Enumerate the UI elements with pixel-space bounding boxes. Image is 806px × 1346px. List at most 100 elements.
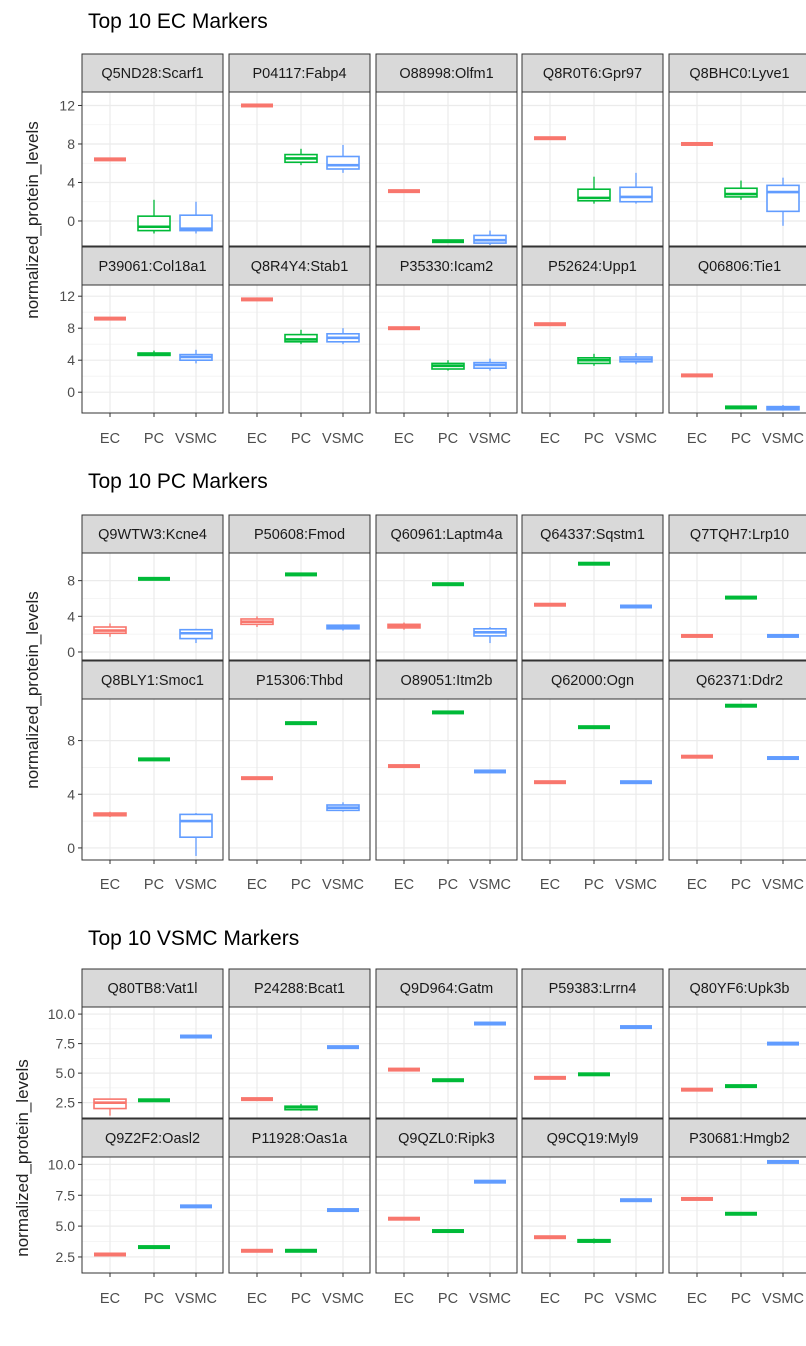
plot-area [669,285,806,413]
y-tick-label: 8 [67,136,75,152]
facet-strip-label: Q60961:Laptm4a [390,527,503,543]
facet-strip-label: Q64337:Sqstm1 [540,527,645,543]
facet-panel: Q9CQ19:Myl9 [521,1118,664,1274]
x-tick-label: VSMC [175,431,217,447]
plot-area [82,553,223,660]
plot-area [669,699,806,860]
box-median [432,239,464,244]
box-iqr [137,215,171,232]
box-ec [241,1248,273,1253]
box-pc [432,710,464,715]
box-ec [681,754,713,759]
box-vsmc [473,358,507,371]
facet-strip-label: Q62000:Ogn [551,673,634,689]
box-ec [681,1087,713,1092]
box-median [138,757,170,762]
section-title: Top 10 EC Markers [88,10,268,33]
box-median [534,1075,566,1080]
panel-border [521,284,664,414]
x-tick-label: VSMC [322,877,364,893]
box-ec [94,1252,126,1257]
facet-panel: Q9QZL0:Ripk3 [375,1118,518,1274]
x-tick-label: EC [687,877,707,893]
facet-strip-label: Q62371:Ddr2 [696,673,783,689]
facet-panel: P50608:Fmod [228,514,371,661]
box-pc [577,1238,611,1244]
box-ec [388,1216,420,1221]
box-vsmc [180,1034,212,1039]
box-median [534,780,566,785]
x-tick-label: PC [438,877,458,893]
box-median [388,1216,420,1221]
box-median [432,710,464,715]
facet-strip [81,1118,224,1158]
plot-area [376,1157,517,1273]
box-iqr [179,214,213,232]
plot-area [669,1007,806,1118]
panel-border [228,552,371,661]
panel-border [228,284,371,414]
panel-border [81,698,224,861]
box-pc [578,1072,610,1077]
facet-strip-label: P15306:Thbd [256,673,343,689]
panel-border [521,698,664,861]
box-median [94,1252,126,1257]
plot-area [82,285,223,413]
panel-border [375,1156,518,1274]
plot-area [522,1007,663,1118]
plot-area [522,285,663,413]
facet-strip-label: Q8R4Y4:Stab1 [251,259,349,275]
box-median [534,322,566,327]
box-median [534,1235,566,1240]
facet-strip-label: Q7TQH7:Lrp10 [690,527,789,543]
facet-strip-label: P35330:Icam2 [400,259,494,275]
panel-border [521,1156,664,1274]
box-median [180,1034,212,1039]
box-ec [534,1235,566,1240]
panel-border [668,91,806,247]
box-ec [534,602,566,607]
box-median [534,136,566,141]
box-median [578,1072,610,1077]
plot-area [522,1157,663,1273]
facet-strip [228,968,371,1008]
box-pc [432,239,464,244]
facet-strip-label: O88998:Olfm1 [399,66,493,82]
facet-strip [375,246,518,286]
facet-panel: P52624:Upp1 [521,246,664,414]
box-median [681,633,713,638]
x-tick-label: EC [100,431,120,447]
y-tick-label: 0 [67,644,75,660]
box-pc [577,353,611,366]
facet-strip-label: Q9WTW3:Kcne4 [98,527,207,543]
facet-strip-label: P39061:Col18a1 [98,259,206,275]
x-tick-label: EC [247,431,267,447]
y-tick-label: 2.5 [56,1249,76,1265]
box-median [138,1245,170,1250]
box-median [620,1198,652,1203]
box-median [138,576,170,581]
x-tick-label: PC [438,431,458,447]
box-vsmc [473,627,507,644]
box-pc [578,725,610,730]
y-tick-label: 0 [67,213,75,229]
box-pc [725,1084,757,1089]
box-vsmc [327,1208,359,1213]
facet-panel: P24288:Bcat1 [228,968,371,1119]
y-tick-label: 5.0 [56,1218,76,1234]
facet-panel: Q62371:Ddr2 [668,660,806,861]
facet-strip [375,660,518,700]
box-ec [241,297,273,302]
box-pc [578,561,610,566]
facet-strip [668,660,806,700]
x-tick-label: PC [731,431,751,447]
facet-strip-label: P52624:Upp1 [548,259,637,275]
box-median [681,373,713,378]
box-median [767,633,799,638]
facet-panel: P04117:Fabp4 [228,53,371,247]
box-vsmc [620,1025,652,1030]
facet-panel: Q7TQH7:Lrp10 [668,514,806,661]
x-tick-label: PC [144,877,164,893]
panel-border [81,91,224,247]
box-median [327,1045,359,1050]
